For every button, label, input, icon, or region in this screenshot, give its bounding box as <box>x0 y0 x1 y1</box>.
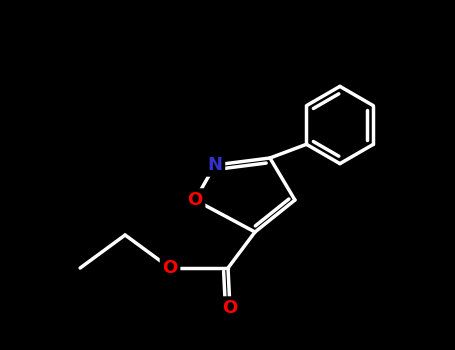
Text: N: N <box>207 156 222 174</box>
Text: O: O <box>222 299 238 317</box>
Text: O: O <box>162 259 178 277</box>
Text: O: O <box>187 191 202 209</box>
